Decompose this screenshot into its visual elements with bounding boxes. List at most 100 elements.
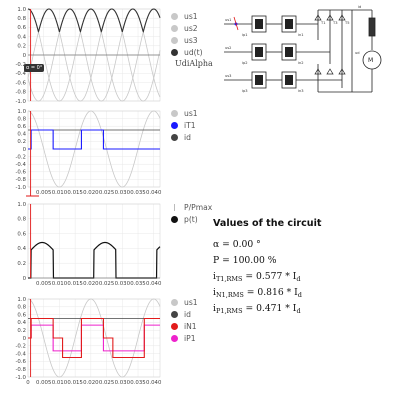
iN1-curve <box>28 317 160 359</box>
y-tick-label: 0.8 <box>17 116 26 122</box>
y-tick-label: -1.0 <box>15 99 26 105</box>
x-tick-label: 0.020 <box>83 190 99 196</box>
y-tick-label: 0.4 <box>17 320 26 326</box>
legend-item-pt[interactable]: p(t) <box>171 213 212 225</box>
x-tick-label: 0.005 <box>36 281 51 287</box>
x-tick-label: 0.015 <box>67 190 82 196</box>
subscript: T1,RMS <box>215 275 243 283</box>
circuit-label: us3 <box>225 74 231 78</box>
y-tick-label: -0.8 <box>15 367 26 373</box>
voltage-plot: 1.0 0.8 0.6 0.4 0.2 0 -0.2 -0.4 -0.6 -0.8 -1.0 <box>15 7 161 105</box>
subscript: N1,RMS <box>215 291 244 299</box>
legend-item-p-pmax[interactable]: P/Pmax <box>171 201 212 213</box>
y-tick-label: 0.2 <box>17 261 26 267</box>
y-tick-label: 0 <box>23 276 27 282</box>
plot-frame: 1.0 0.8 0.6 0.4 0.2 0 0.005 0.010 0.015 0.020 0.02… <box>17 202 162 287</box>
x-tick-label: 0.005 <box>36 380 51 386</box>
y-tick-label: 1.0 <box>17 7 26 13</box>
y-tick-label: -1.0 <box>15 375 26 381</box>
y-tick-label: 1.0 <box>17 297 26 303</box>
x-tick-label: 0.035 <box>130 380 145 386</box>
y-tick-label: 1.0 <box>17 109 26 115</box>
legend-label: iT1 <box>184 120 196 130</box>
legend-item-us2[interactable]: us2 <box>171 22 203 34</box>
udi-alpha-label: UdiAlpha <box>175 59 213 68</box>
symbol: i <box>213 287 216 298</box>
legend-dot <box>171 310 178 318</box>
us1-curve <box>27 298 161 378</box>
legend-item-iN1[interactable]: iN1 <box>171 320 198 332</box>
y-tick-label: 0.6 <box>17 25 26 31</box>
legend-label: iP1 <box>184 333 196 343</box>
legend-item-us1[interactable]: us1 <box>171 296 198 308</box>
value: = 0.816 * I <box>243 287 298 298</box>
legend-tick <box>171 203 178 211</box>
x-tick-label: 0.025 <box>99 190 114 196</box>
y-tick-label: 0.8 <box>17 217 26 223</box>
y-tick-label: -0.4 <box>15 351 26 357</box>
legend-item-us3[interactable]: us3 <box>171 34 203 46</box>
subscript: d <box>297 291 302 299</box>
values-title: Values of the circuit <box>213 218 322 229</box>
y-tick-label: -0.6 <box>15 80 26 86</box>
x-tick-label: 0.040 <box>146 380 162 386</box>
x-tick-label: 0.020 <box>83 281 99 287</box>
x-tick-label: 0 <box>26 380 30 386</box>
power-value: P = 100.00 % <box>213 255 277 266</box>
y-tick-label: 0.6 <box>17 231 26 237</box>
value: = 0.577 * I <box>242 271 297 282</box>
alpha-value: α = 0.00 ° <box>213 239 261 250</box>
alpha-tooltip: α = 0° <box>24 64 45 72</box>
legend-dot <box>171 133 178 141</box>
symbol: i <box>213 303 216 314</box>
x-tick-label: 0.015 <box>67 380 82 386</box>
x-tick-label: 0.010 <box>52 380 68 386</box>
circuit-label: us1 <box>225 18 231 22</box>
x-tick-label: 0.030 <box>115 380 131 386</box>
iN1-rms-value: iN1,RMS = 0.816 * Id <box>213 285 322 301</box>
legend-item-ud[interactable]: ud(t) <box>171 46 203 58</box>
legend-item-iP1[interactable]: iP1 <box>171 332 198 344</box>
legend-item-id[interactable]: id <box>171 131 198 143</box>
p-curve <box>28 241 161 279</box>
y-tick-label: 0 <box>23 147 27 153</box>
plot-frame: 1.00.8 0.6 0.40.2 0-0.2 -0.4 -0.6-0.8 -1.0 0.00… <box>15 109 162 196</box>
circuit-label: ip1 <box>242 33 248 37</box>
iP1-rms-value: iP1,RMS = 0.471 * Id <box>213 301 322 317</box>
legend-item-id[interactable]: id <box>171 308 198 320</box>
x-tick-label: 0.010 <box>52 190 68 196</box>
legend-label: id <box>184 132 191 142</box>
iT1-rms-value: iT1,RMS = 0.577 * Id <box>213 269 322 285</box>
y-tick-label: 0.2 <box>17 328 26 334</box>
y-tick-label: -0.8 <box>15 90 26 96</box>
y-tick-label: -0.6 <box>15 359 26 365</box>
x-tick-label: 0.040 <box>146 190 162 196</box>
legend-label: us3 <box>184 35 198 45</box>
legend-label: ud(t) <box>184 47 203 57</box>
legend-label: us1 <box>184 297 198 307</box>
x-tick-label: 0.035 <box>130 190 145 196</box>
legend-label: iN1 <box>184 321 197 331</box>
legend-dot <box>171 36 178 44</box>
x-tick-label: 0.030 <box>115 190 131 196</box>
y-tick-label: -0.4 <box>15 162 26 168</box>
legend-item-us1[interactable]: us1 <box>171 107 198 119</box>
y-tick-label: 1.0 <box>17 202 26 208</box>
symbol: i <box>213 271 216 282</box>
x-tick-label: 0.010 <box>52 281 68 287</box>
legend-item-us1[interactable]: us1 <box>171 10 203 22</box>
value: = 0.471 * I <box>242 303 297 314</box>
y-tick-label: 0.4 <box>17 246 26 252</box>
circuit-label: T3 <box>332 21 337 25</box>
ud-curve <box>27 8 161 33</box>
circuit-label: ip2 <box>242 61 248 65</box>
legend-label: us1 <box>184 11 198 21</box>
legend-item-iT1[interactable]: iT1 <box>171 119 198 131</box>
circuit-label: id <box>358 5 361 9</box>
circuit-label: T1 <box>320 21 325 25</box>
legend-label: us2 <box>184 23 198 33</box>
x-tick-label: 0.040 <box>146 281 162 287</box>
y-tick-label: -1.0 <box>15 185 26 191</box>
y-tick-label: -0.4 <box>15 71 26 77</box>
y-tick-label: -0.6 <box>15 170 26 176</box>
